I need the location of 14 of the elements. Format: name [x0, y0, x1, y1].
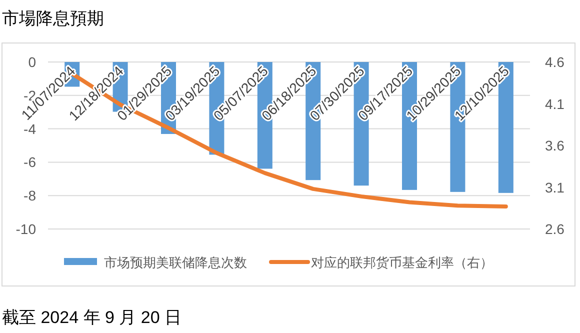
y2-tick-label: 4.6: [545, 54, 565, 70]
legend-label: 市场预期美联储降息次数: [104, 255, 247, 270]
y2-tick-label: 3.6: [545, 138, 565, 154]
y-tick-label: -6: [24, 154, 36, 170]
y-tick-label: 0: [28, 54, 36, 70]
y2-tick-label: 3.1: [545, 179, 565, 196]
legend-label: 对应的联邦货币基金利率（右）: [311, 255, 493, 270]
y-tick-label: -4: [24, 120, 36, 137]
text: 截至 2024 年 9 月 20 日: [2, 308, 182, 327]
y-tick-label: -10: [16, 221, 36, 237]
chart-title: 市場降息預期: [2, 9, 104, 28]
y2-tick-label: 2.6: [545, 221, 565, 237]
y2-tick-label: 4.1: [545, 96, 565, 112]
y-tick-label: -8: [24, 188, 36, 204]
